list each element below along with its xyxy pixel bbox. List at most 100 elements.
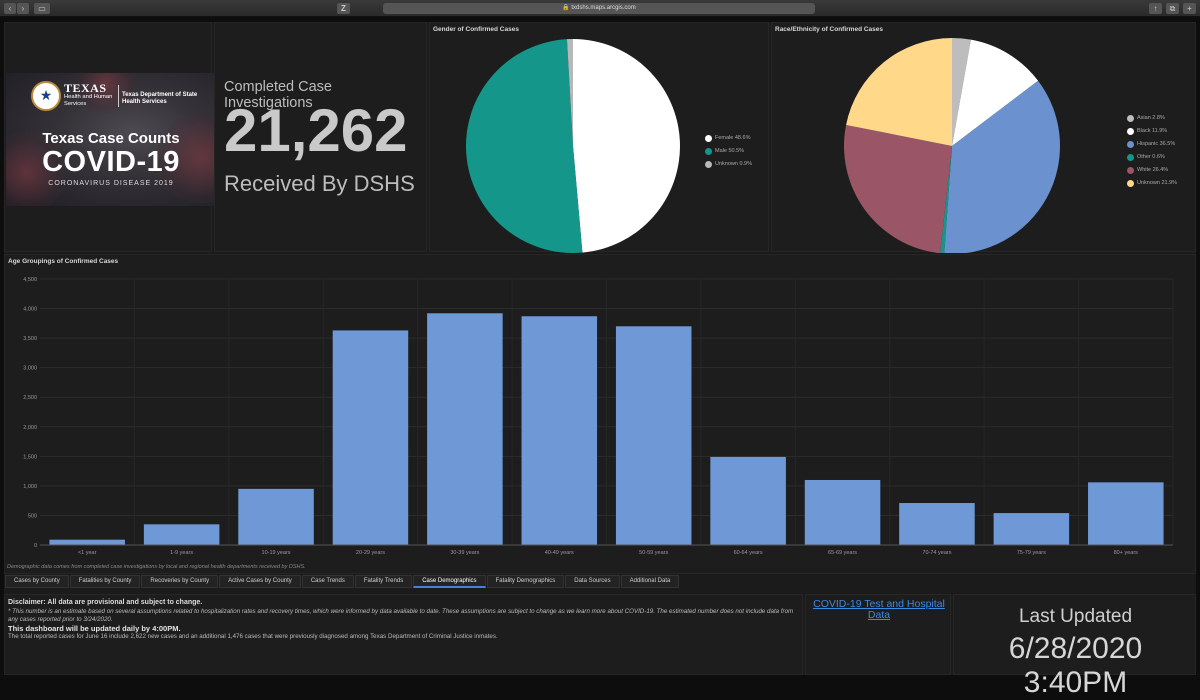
- tab-fatality-trends[interactable]: Fatality Trends: [354, 575, 413, 588]
- race-slice-unknown[interactable]: [846, 37, 952, 146]
- x-tick-label: 10-19 years: [262, 550, 291, 556]
- gender-slice-unknown[interactable]: [566, 39, 573, 146]
- update-schedule: This dashboard will be updated daily by …: [8, 624, 181, 633]
- investigations-label: Completed Case Investigations: [224, 79, 332, 111]
- investigations-sublabel: Received By DSHS: [224, 171, 415, 196]
- tab-case-trends[interactable]: Case Trends: [301, 575, 354, 588]
- race-legend-item: Hispanic 36.5%: [1127, 138, 1177, 150]
- bar--1-year[interactable]: [49, 539, 125, 545]
- gender-panel: Gender of Confirmed Cases Female 48.6% Ma…: [429, 22, 769, 253]
- x-tick-label: 70-74 years: [922, 550, 951, 556]
- legend-label: Hispanic 36.5%: [1137, 141, 1176, 147]
- y-tick-label: 500: [28, 513, 37, 519]
- x-tick-label: 65-69 years: [828, 550, 857, 556]
- lock-icon: 🔒: [562, 5, 572, 11]
- bar-10-19-years[interactable]: [238, 488, 314, 545]
- tab-fatality-demographics[interactable]: Fatality Demographics: [486, 575, 565, 588]
- bar-65-69-years[interactable]: [804, 479, 881, 545]
- gender-legend-item: Female 48.6%: [705, 132, 752, 144]
- bar-50-59-years[interactable]: [615, 326, 692, 545]
- new-tab-icon[interactable]: +: [1183, 3, 1196, 14]
- legend-swatch: [1127, 166, 1134, 174]
- url-bar[interactable]: 🔒 txdshs.maps.arcgis.com: [383, 3, 815, 14]
- race-legend-item: Other 0.6%: [1127, 151, 1177, 163]
- race-title: Race/Ethnicity of Confirmed Cases: [775, 26, 883, 33]
- test-hospital-data-link[interactable]: COVID-19 Test and Hospital Data: [813, 598, 945, 621]
- gender-slice-male[interactable]: [466, 39, 583, 253]
- bar-1-9-years[interactable]: [143, 524, 220, 545]
- legend-swatch: [1127, 140, 1134, 148]
- texas-seal-icon: ★: [31, 81, 61, 111]
- bar-60-64-years[interactable]: [710, 456, 786, 545]
- legend-swatch: [1127, 127, 1134, 135]
- bar-80-years[interactable]: [1088, 482, 1164, 545]
- forward-icon[interactable]: ›: [17, 3, 29, 14]
- url-text: txdshs.maps.arcgis.com: [571, 5, 636, 11]
- legend-swatch: [705, 160, 712, 168]
- bar-70-74-years[interactable]: [899, 503, 975, 545]
- legend-swatch: [1127, 114, 1134, 122]
- y-tick-label: 1,500: [23, 454, 37, 460]
- legend-swatch: [705, 134, 712, 142]
- tabs-icon[interactable]: ⧉: [1166, 3, 1179, 14]
- tab-bar: Cases by County Fatalities by County Recov…: [5, 575, 680, 589]
- x-tick-label: 40-49 years: [545, 550, 574, 556]
- legend-swatch: [705, 147, 712, 155]
- race-legend: Asian 2.8% Black 11.9% Hispanic 36.5% Other…: [1127, 112, 1177, 190]
- gender-legend: Female 48.6% Male 50.5% Unknown 0.9%: [705, 132, 752, 171]
- investigations-value: 21,262: [224, 97, 408, 164]
- x-tick-label: <1 year: [78, 550, 97, 556]
- bar-20-29-years[interactable]: [332, 330, 409, 545]
- bar-30-39-years[interactable]: [427, 313, 503, 545]
- x-tick-label: 50-59 years: [639, 550, 668, 556]
- tab-case-demographics[interactable]: Case Demographics: [413, 575, 486, 588]
- x-tick-label: 30-39 years: [450, 550, 479, 556]
- disclaimer-note: * This number is an estimate based on se…: [8, 608, 794, 623]
- tab-additional-data[interactable]: Additional Data: [620, 575, 680, 588]
- gender-pie-chart: [466, 39, 681, 253]
- org-texas-label: TEXAS: [64, 81, 107, 95]
- race-legend-item: White 26.4%: [1127, 164, 1177, 176]
- tab-recoveries-by-county[interactable]: Recoveries by County: [141, 575, 219, 588]
- legend-swatch: [1127, 179, 1134, 187]
- legend-label: Unknown 21.9%: [1137, 180, 1178, 186]
- race-slice-white[interactable]: [844, 124, 952, 253]
- y-tick-label: 2,000: [23, 425, 37, 431]
- legend-label: Unknown 0.9%: [715, 161, 752, 167]
- race-slice-asian[interactable]: [952, 38, 971, 146]
- y-tick-label: 0: [34, 543, 37, 549]
- race-slice-black[interactable]: [952, 39, 1039, 147]
- covid-banner-image: ★ TEXAS Health and Human Services Texas …: [6, 73, 216, 206]
- legend-label: White 26.4%: [1137, 167, 1169, 173]
- org-dshs-label: Texas Department of State Health Service…: [122, 92, 198, 105]
- race-legend-item: Asian 2.8%: [1127, 112, 1177, 124]
- bar-40-49-years[interactable]: [521, 316, 598, 545]
- x-tick-label: 20-29 years: [356, 550, 385, 556]
- tab-cases-by-county[interactable]: Cases by County: [5, 575, 69, 588]
- x-tick-label: 1-9 years: [170, 550, 193, 556]
- legend-label: Female 48.6%: [715, 135, 751, 141]
- y-tick-label: 4,500: [23, 277, 37, 283]
- banner-panel: ★ TEXAS Health and Human Services Texas …: [4, 22, 216, 252]
- race-slice-hispanic[interactable]: [944, 80, 1060, 253]
- bar-75-79-years[interactable]: [993, 513, 1070, 545]
- tab-data-sources[interactable]: Data Sources: [565, 575, 620, 588]
- share-icon[interactable]: ↑: [1149, 3, 1162, 14]
- gender-legend-item: Unknown 0.9%: [705, 158, 752, 170]
- tab-active-cases-by-county[interactable]: Active Cases by County: [219, 575, 301, 588]
- covid-subtitle: CORONAVIRUS DISEASE 2019: [48, 180, 174, 187]
- last-updated-label: Last Updated: [1018, 606, 1133, 627]
- gender-slice-female[interactable]: [573, 39, 681, 253]
- link-panel: COVID-19 Test and Hospital Data: [805, 594, 951, 675]
- age-chart-title: Age Groupings of Confirmed Cases: [8, 258, 119, 265]
- org-hhs-label: Health and Human Services: [64, 94, 113, 107]
- sidebar-icon[interactable]: ▭: [34, 3, 50, 14]
- tab-fatalities-by-county[interactable]: Fatalities by County: [69, 575, 141, 588]
- legend-swatch: [1127, 153, 1134, 161]
- total-cases-note: The total reported cases for June 16 inc…: [8, 633, 498, 640]
- disclaimer-panel: Disclaimer: All data are provisional and…: [4, 594, 803, 675]
- reader-icon[interactable]: Z: [337, 3, 350, 14]
- back-icon[interactable]: ‹: [4, 3, 16, 14]
- y-tick-label: 4,000: [23, 307, 37, 313]
- divider: [118, 85, 119, 107]
